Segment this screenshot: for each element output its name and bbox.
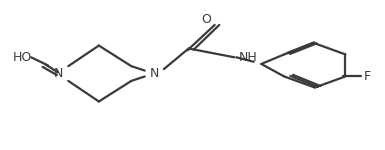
Text: F: F [364,70,371,83]
Text: N: N [53,67,63,80]
Text: N: N [150,67,159,80]
Text: HO: HO [13,51,32,64]
Text: NH: NH [238,51,257,64]
Text: O: O [201,13,211,26]
